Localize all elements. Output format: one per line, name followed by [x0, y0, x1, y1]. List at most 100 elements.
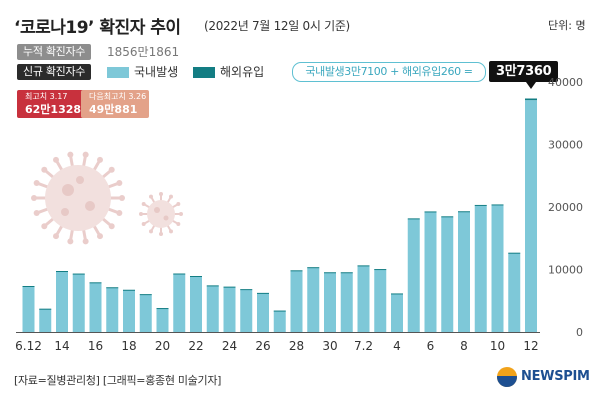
bar-domestic-6.25	[240, 289, 253, 332]
bar-overseas-6.20	[156, 308, 169, 310]
bar-domestic-6.22	[190, 276, 202, 332]
bar-domestic-7.10	[491, 205, 504, 332]
x-tick-label: 6	[427, 339, 435, 353]
record-second-badge: 다음최고치 3.26 49만881	[81, 90, 149, 118]
x-tick-label: 6.12	[15, 339, 42, 353]
x-tick-label: 26	[255, 339, 270, 353]
bar-domestic-6.17	[106, 287, 119, 332]
bar-domestic-7.2	[357, 265, 370, 332]
bar-domestic-7.5	[407, 218, 420, 332]
chart-subtitle: (2022년 7월 12일 0시 기준)	[204, 19, 350, 33]
logo-text: NEWSPIM	[521, 369, 590, 384]
bar-domestic-7.11	[508, 253, 521, 332]
bar-domestic-6.28	[290, 270, 303, 332]
record-high-badge: 최고치 3.17 62만1328	[17, 90, 85, 118]
bar-overseas-7.1	[340, 272, 353, 274]
bar-domestic-7.3	[374, 269, 387, 332]
bar-overseas-6.17	[106, 287, 119, 289]
x-tick-label: 18	[121, 339, 136, 353]
logo-mark-icon	[497, 367, 517, 387]
bar-overseas-7.10	[491, 204, 504, 206]
bar-overseas-7.12	[525, 98, 537, 101]
x-tick-label: 14	[54, 339, 69, 353]
virus-illustration-large	[31, 151, 125, 245]
bar-domestic-7.6	[424, 212, 437, 332]
bar-domestic-6.27	[273, 310, 286, 332]
y-axis-ticks: 0 10000 20000 30000 40000	[548, 76, 583, 339]
x-tick-label: 16	[88, 339, 103, 353]
cumulative-label: 누적 확진자수	[17, 44, 92, 60]
bar-domestic-7.8	[458, 212, 470, 332]
bar-domestic-7.7	[441, 217, 454, 332]
latest-total-badge: 3만7360	[489, 61, 559, 82]
x-tick-label: 10	[490, 339, 505, 353]
x-tick-label: 8	[460, 339, 468, 353]
bar-overseas-6.27	[273, 310, 286, 312]
bar-domestic-7.4	[391, 293, 403, 332]
bar-domestic-7.9	[474, 205, 487, 332]
bar-overseas-6.15	[72, 273, 85, 275]
y-tick-label: 30000	[548, 139, 583, 152]
record-high-label: 최고치 3.17	[25, 92, 68, 101]
x-tick-label: 30	[322, 339, 337, 353]
breakdown-annotation: 국내발생3만7100 + 해외유입260 =	[292, 62, 486, 82]
x-tick-label: 4	[393, 339, 401, 353]
bar-domestic-6.16	[89, 282, 102, 332]
bar-overseas-6.26	[257, 292, 269, 294]
bar-overseas-6.19	[139, 294, 152, 296]
bar-overseas-6.14	[56, 271, 68, 272]
bar-overseas-6.18	[123, 289, 135, 291]
bar-overseas-7.9	[474, 204, 487, 206]
record-second-value: 49만881	[89, 103, 138, 116]
y-tick-label: 40000	[548, 76, 583, 89]
bar-overseas-6.12	[22, 286, 35, 287]
bar-domestic-6.12	[22, 286, 35, 332]
bar-domestic-7.1	[340, 272, 353, 332]
bar-domestic-6.29	[307, 267, 320, 332]
bar-overseas-6.30	[324, 272, 336, 274]
bar-overseas-7.2	[357, 265, 370, 267]
bar-overseas-7.7	[441, 216, 454, 218]
bar-overseas-7.6	[424, 211, 437, 213]
x-axis-ticks: 6.12 14 16 18 20 22 24 26 28 30 7.2 4 6 8 10 12	[15, 339, 539, 353]
bar-overseas-7.3	[374, 269, 387, 271]
cumulative-value: 1856만1861	[107, 45, 180, 59]
bar-domestic-6.18	[123, 290, 135, 332]
record-high-value: 62만1328	[25, 103, 82, 116]
bar-domestic-6.14	[56, 271, 68, 332]
bar-overseas-6.25	[240, 289, 253, 291]
x-tick-label: 7.2	[354, 339, 373, 353]
bar-domestic-7.12	[525, 100, 537, 332]
bar-domestic-6.13	[39, 308, 52, 332]
bar-overseas-7.5	[407, 218, 420, 220]
legend-domestic-label: 국내발생	[134, 65, 179, 79]
chart-title: ‘코로나19’ 확진자 추이	[14, 18, 181, 38]
bar-domestic-6.20	[156, 308, 169, 332]
bar-domestic-6.19	[139, 294, 152, 332]
x-tick-label: 20	[155, 339, 170, 353]
unit-label: 단위: 명	[548, 19, 586, 32]
bar-overseas-7.11	[508, 252, 521, 254]
bar-overseas-7.4	[391, 293, 403, 295]
bar-overseas-6.16	[89, 282, 102, 284]
bar-domestic-6.30	[324, 272, 336, 332]
y-tick-label: 20000	[548, 201, 583, 214]
bar-overseas-6.21	[173, 273, 186, 275]
legend-overseas-label: 해외유입	[220, 65, 265, 79]
x-tick-label: 28	[289, 339, 304, 353]
legend-swatch-overseas	[193, 67, 215, 78]
bar-domestic-6.26	[257, 293, 269, 332]
bar-domestic-6.15	[72, 273, 85, 332]
total-pointer-icon	[526, 82, 536, 89]
bar-domestic-6.21	[173, 273, 186, 332]
source-credit: [자료=질병관리청] [그래픽=홍종현 미술기자]	[14, 374, 222, 387]
virus-illustration-small	[139, 192, 183, 236]
y-tick-label: 10000	[548, 264, 583, 277]
bar-domestic-6.24	[223, 287, 236, 332]
x-tick-label: 12	[523, 339, 538, 353]
bar-domestic-6.23	[206, 285, 219, 332]
y-tick-label: 0	[576, 326, 583, 339]
bar-overseas-6.13	[39, 308, 52, 310]
